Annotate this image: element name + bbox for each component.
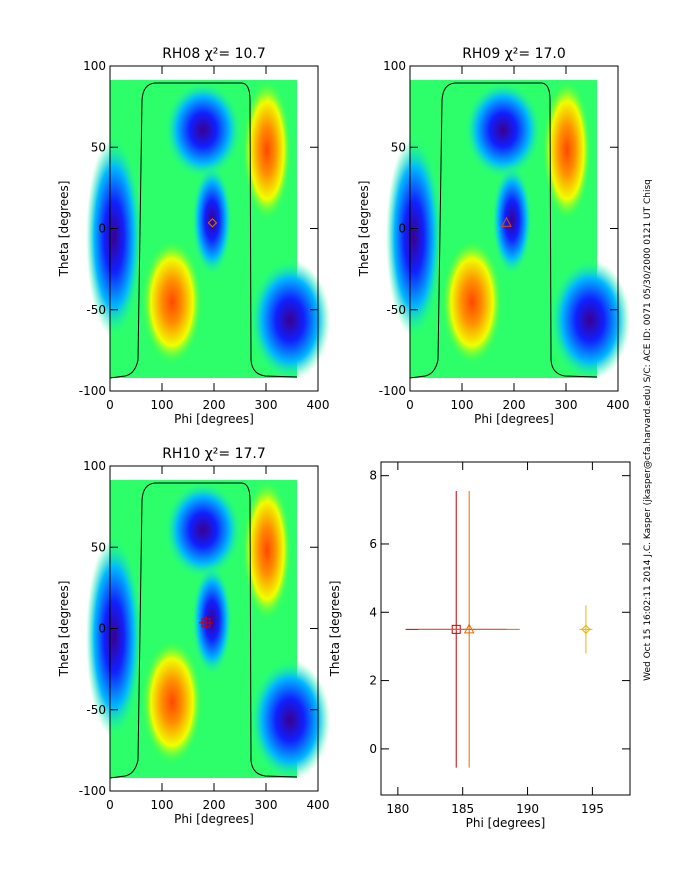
chart-title: RH08 χ²= 10.7: [162, 46, 266, 62]
y-tick-label: 2: [369, 674, 377, 688]
x-tick-label: 0: [106, 798, 114, 812]
y-tick-label: -100: [379, 384, 406, 398]
y-tick-label: 100: [383, 59, 406, 73]
marker: [201, 618, 211, 628]
y-tick-label: 50: [91, 140, 106, 154]
x-tick-label: 100: [151, 398, 174, 412]
y-axis-label: Theta [degrees]: [57, 581, 71, 678]
marker: [581, 624, 591, 635]
x-axis-label: Phi [degrees]: [174, 412, 254, 426]
x-tick-label: 400: [307, 798, 330, 812]
chart-title: RH10 χ²= 17.7: [162, 446, 266, 462]
y-tick-label: 0: [398, 222, 406, 236]
y-tick-label: 0: [369, 742, 377, 756]
y-tick-label: 100: [83, 59, 106, 73]
x-tick-label: 200: [503, 398, 526, 412]
x-axis-label: Phi [degrees]: [466, 816, 546, 830]
x-axis-label: Phi [degrees]: [174, 812, 254, 826]
x-tick-label: 400: [307, 398, 330, 412]
x-tick-label: 190: [516, 802, 539, 816]
x-tick-label: 0: [406, 398, 414, 412]
x-tick-label: 100: [151, 798, 174, 812]
x-tick-label: 300: [555, 398, 578, 412]
x-tick-label: 185: [451, 802, 474, 816]
y-tick-label: 50: [91, 540, 106, 554]
x-tick-label: 200: [203, 798, 226, 812]
y-tick-label: -100: [79, 384, 106, 398]
y-tick-label: 6: [369, 537, 377, 551]
x-tick-label: 400: [607, 398, 630, 412]
y-tick-label: 0: [98, 622, 106, 636]
marker: [207, 218, 218, 228]
heatmap: [85, 79, 331, 381]
y-tick-label: 100: [83, 459, 106, 473]
x-tick-label: 100: [451, 398, 474, 412]
x-tick-label: 195: [581, 802, 604, 816]
heatmap: [85, 479, 331, 781]
x-tick-label: 180: [386, 802, 409, 816]
y-tick-label: -100: [79, 784, 106, 798]
marker: [463, 623, 475, 634]
y-tick-label: -50: [386, 303, 406, 317]
y-tick-label: 4: [369, 605, 377, 619]
y-tick-label: -50: [86, 303, 106, 317]
chart-title: RH09 χ²= 17.0: [462, 46, 566, 62]
side-note: Wed Oct 15 16:02:11 2014 J.C. Kasper (jk…: [643, 179, 653, 681]
x-tick-label: 200: [203, 398, 226, 412]
y-tick-label: 0: [98, 222, 106, 236]
y-axis-label: Theta [degrees]: [357, 181, 371, 278]
heatmap: [385, 79, 631, 381]
marker: [501, 216, 512, 227]
x-tick-label: 0: [106, 398, 114, 412]
axes-box: [380, 461, 631, 796]
y-axis-label: Theta [degrees]: [328, 581, 342, 678]
x-axis-label: Phi [degrees]: [474, 412, 554, 426]
y-axis-label: Theta [degrees]: [57, 181, 71, 278]
y-tick-label: 50: [391, 140, 406, 154]
y-tick-label: -50: [86, 703, 106, 717]
y-tick-label: 8: [369, 469, 377, 483]
x-tick-label: 300: [255, 798, 278, 812]
x-tick-label: 300: [255, 398, 278, 412]
